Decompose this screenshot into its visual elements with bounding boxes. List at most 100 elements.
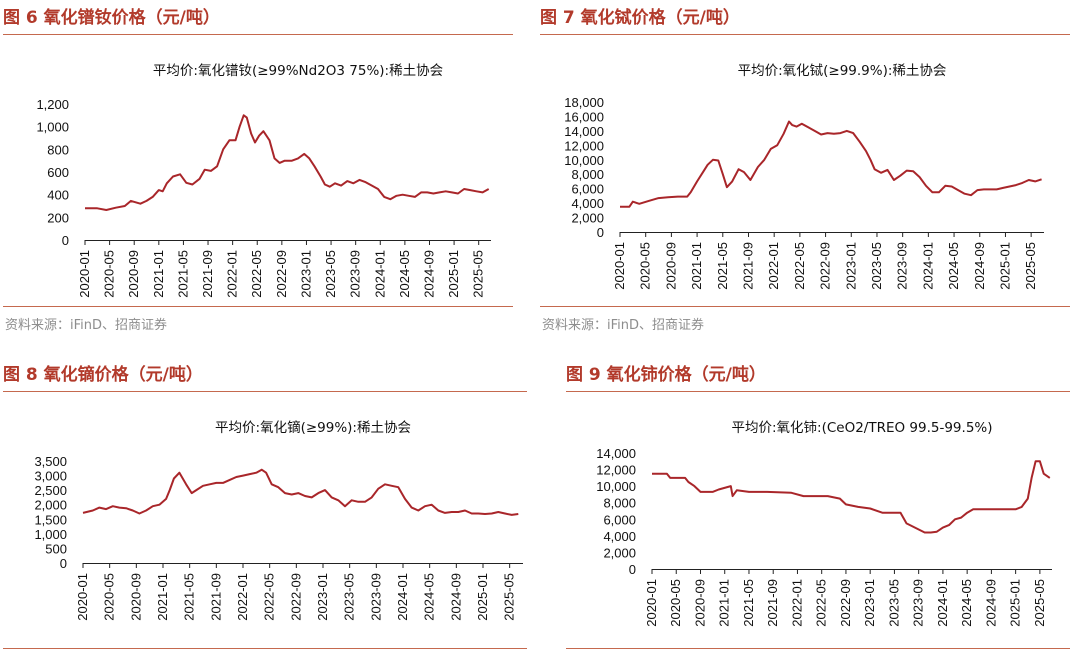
x-tick-label: 2024-01 [920, 242, 935, 290]
x-tick-label: 2023-09 [368, 573, 383, 621]
y-tick-label: 12,000 [596, 463, 636, 478]
figure-title: 图 6 氧化镨钕价格（元/吨） [3, 6, 513, 36]
chart-title: 平均价:氧化镝(≥99%):稀土协会 [215, 419, 411, 436]
x-tick-label: 2020-01 [612, 242, 627, 290]
series-line [85, 114, 490, 211]
y-tick-label: 200 [47, 210, 69, 225]
x-tick-label: 2022-09 [274, 250, 289, 298]
x-tick-label: 2024-05 [397, 250, 412, 298]
x-tick-label: 2021-05 [715, 242, 730, 290]
x-tick-label: 2020-05 [668, 579, 683, 627]
x-tick-label: 2020-05 [102, 573, 117, 621]
bottom-rule [566, 648, 1070, 649]
y-tick-label: 12,000 [564, 138, 604, 153]
title-rule [3, 34, 513, 35]
y-tick-label: 14,000 [564, 124, 604, 139]
x-tick-label: 2021-05 [175, 250, 190, 298]
y-tick-label: 18,000 [564, 95, 604, 110]
x-tick-label: 2025-05 [1023, 242, 1038, 290]
x-tick-label: 2022-09 [838, 579, 853, 627]
x-tick-label: 2024-01 [395, 573, 410, 621]
x-tick-label: 2023-01 [862, 579, 877, 627]
title-rule [3, 391, 527, 392]
title-rule [540, 34, 1070, 35]
y-tick-label: 6,000 [571, 182, 604, 197]
x-tick-label: 2020-05 [102, 250, 117, 298]
x-tick-label: 2020-01 [644, 579, 659, 627]
y-tick-label: 0 [60, 556, 67, 571]
x-tick-label: 2024-09 [421, 250, 436, 298]
x-tick-label: 2020-09 [126, 250, 141, 298]
x-tick-label: 2025-01 [475, 573, 490, 621]
chart-title: 平均价:氧化铽(≥99.9%):稀土协会 [738, 63, 947, 79]
figure-9: 图 9 氧化铈价格（元/吨） 平均价:氧化铈:(CeO2/TREO 99.5-9… [566, 363, 1070, 655]
y-tick-label: 2,000 [603, 545, 636, 560]
figure-label: 图 9 [566, 365, 601, 385]
x-tick-label: 2020-09 [692, 579, 707, 627]
x-tick-label: 2022-09 [818, 242, 833, 290]
figure-caption: 氧化铈价格（元/吨） [606, 365, 766, 385]
x-tick-label: 2023-05 [869, 242, 884, 290]
x-tick-label: 2023-09 [895, 242, 910, 290]
x-tick-label: 2022-01 [235, 573, 250, 621]
figure-title: 图 8 氧化镝价格（元/吨） [3, 363, 527, 393]
series-line [620, 120, 1042, 208]
x-tick-label: 2022-05 [814, 579, 829, 627]
x-tick-label: 2023-09 [911, 579, 926, 627]
figure-caption: 氧化铽价格（元/吨） [580, 8, 740, 28]
chart-title: 平均价:氧化铈:(CeO2/TREO 99.5-99.5%) [731, 419, 992, 436]
y-tick-label: 1,500 [34, 512, 67, 527]
source-note: 资料来源：iFinD、招商证券 [5, 318, 168, 333]
y-tick-label: 4,000 [571, 196, 604, 211]
series-line [82, 468, 519, 516]
x-tick-label: 2023-01 [298, 250, 313, 298]
x-tick-label: 2021-01 [151, 250, 166, 298]
y-tick-label: 500 [45, 541, 67, 556]
x-tick-label: 2023-05 [342, 573, 357, 621]
x-tick-label: 2020-01 [77, 250, 92, 298]
figure-label: 图 6 [3, 8, 38, 28]
y-tick-label: 400 [47, 188, 69, 203]
x-tick-label: 2022-09 [288, 573, 303, 621]
y-tick-label: 2,000 [571, 211, 604, 226]
x-tick-label: 2022-05 [792, 242, 807, 290]
x-tick-label: 2021-09 [740, 242, 755, 290]
x-tick-label: 2021-05 [741, 579, 756, 627]
y-tick-label: 0 [629, 562, 636, 577]
y-tick-label: 16,000 [564, 109, 604, 124]
y-tick-label: 0 [597, 225, 604, 240]
y-tick-label: 4,000 [603, 529, 636, 544]
figure-title: 图 7 氧化铽价格（元/吨） [540, 6, 1070, 36]
y-tick-label: 3,500 [34, 454, 67, 469]
chart-title: 平均价:氧化镨钕(≥99%Nd2O3 75%):稀土协会 [153, 63, 443, 79]
x-tick-label: 2021-09 [200, 250, 215, 298]
x-tick-label: 2025-05 [471, 250, 486, 298]
x-tick-label: 2022-01 [766, 242, 781, 290]
x-tick-label: 2024-01 [372, 250, 387, 298]
y-tick-label: 0 [62, 233, 69, 248]
y-tick-label: 800 [47, 142, 69, 157]
x-tick-label: 2023-05 [886, 579, 901, 627]
x-tick-label: 2020-05 [638, 242, 653, 290]
figure-title: 图 9 氧化铈价格（元/吨） [566, 363, 1070, 393]
x-tick-label: 2024-09 [448, 573, 463, 621]
x-tick-label: 2021-01 [717, 579, 732, 627]
chart-9: 平均价:氧化铈:(CeO2/TREO 99.5-99.5%) 0 2,0004,00… [596, 419, 1052, 627]
x-tick-label: 2024-05 [422, 573, 437, 621]
y-tick-label: 3,000 [34, 469, 67, 484]
x-tick-label: 2021-01 [689, 242, 704, 290]
x-tick-label: 2023-01 [315, 573, 330, 621]
figure-label: 图 8 [3, 365, 38, 385]
y-tick-label: 1,000 [36, 120, 69, 135]
x-tick-label: 2025-05 [502, 573, 517, 621]
y-tick-label: 6,000 [603, 512, 636, 527]
y-tick-label: 10,000 [596, 479, 636, 494]
x-tick-label: 2021-01 [155, 573, 170, 621]
x-tick-label: 2025-01 [446, 250, 461, 298]
figure-caption: 氧化镨钕价格（元/吨） [43, 8, 220, 28]
series-line [652, 460, 1051, 534]
y-tick-label: 600 [47, 165, 69, 180]
chart-8: 平均价:氧化镝(≥99%):稀土协会 05001,0001,5002,0002,5… [34, 419, 523, 621]
x-tick-label: 2024-05 [946, 242, 961, 290]
chart-7: 平均价:氧化铽(≥99.9%):稀土协会 02,0004,0006,0008,00… [564, 63, 1044, 290]
